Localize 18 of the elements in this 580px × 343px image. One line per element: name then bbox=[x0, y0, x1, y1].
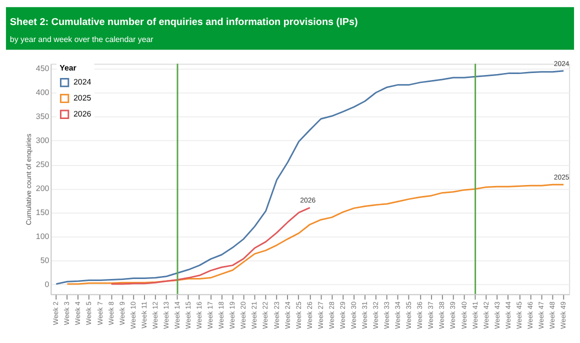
legend-label: 2024 bbox=[73, 78, 92, 87]
y-tick-label: 150 bbox=[36, 208, 50, 217]
y-tick-label: 0 bbox=[44, 280, 50, 289]
y-tick-label: 100 bbox=[36, 232, 50, 241]
y-tick-label: 200 bbox=[36, 184, 50, 193]
y-tick-label: 350 bbox=[36, 112, 50, 121]
y-tick-label: 50 bbox=[40, 256, 50, 265]
legend-label: 2025 bbox=[73, 93, 92, 102]
chart-title: Sheet 2: Cumulative number of enquiries and information provisions (IPs) bbox=[10, 16, 358, 28]
line-series bbox=[110, 206, 311, 285]
y-tick-label: 250 bbox=[36, 160, 50, 169]
y-tick-label: 450 bbox=[36, 64, 50, 73]
legend-title: Year bbox=[60, 64, 76, 73]
legend-label: 2026 bbox=[73, 109, 92, 118]
y-tick-label: 400 bbox=[36, 88, 50, 97]
y-tick-label: 300 bbox=[36, 136, 50, 145]
chart-subtitle: by year and week over the calendar year bbox=[10, 34, 154, 44]
line-series bbox=[66, 184, 564, 285]
